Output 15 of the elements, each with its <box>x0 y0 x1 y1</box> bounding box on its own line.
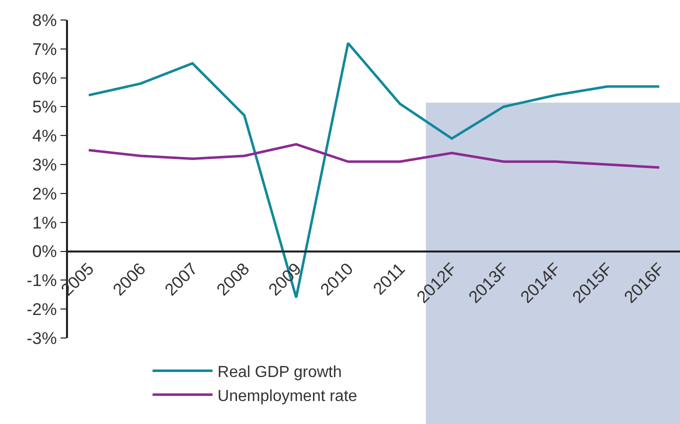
legend-label: Unemployment rate <box>218 388 358 405</box>
y-tick-label: 3% <box>32 156 57 174</box>
y-tick-label: 5% <box>32 98 57 117</box>
line-series <box>88 143 660 169</box>
y-tick-label: 1% <box>32 213 57 232</box>
y-tick-label: -1% <box>26 271 57 290</box>
y-tick-label: -3% <box>26 328 57 348</box>
legend-label: Real GDP growth <box>218 364 342 382</box>
y-tick-label: 7% <box>32 40 57 59</box>
y-tick-label: 2% <box>32 184 57 204</box>
y-tick-label: -2% <box>26 300 57 320</box>
y-tick-label: 4% <box>32 126 57 146</box>
y-tick-label: 6% <box>32 68 57 88</box>
y-tick-label: 0% <box>32 242 57 262</box>
y-tick-label: 8% <box>32 10 57 30</box>
